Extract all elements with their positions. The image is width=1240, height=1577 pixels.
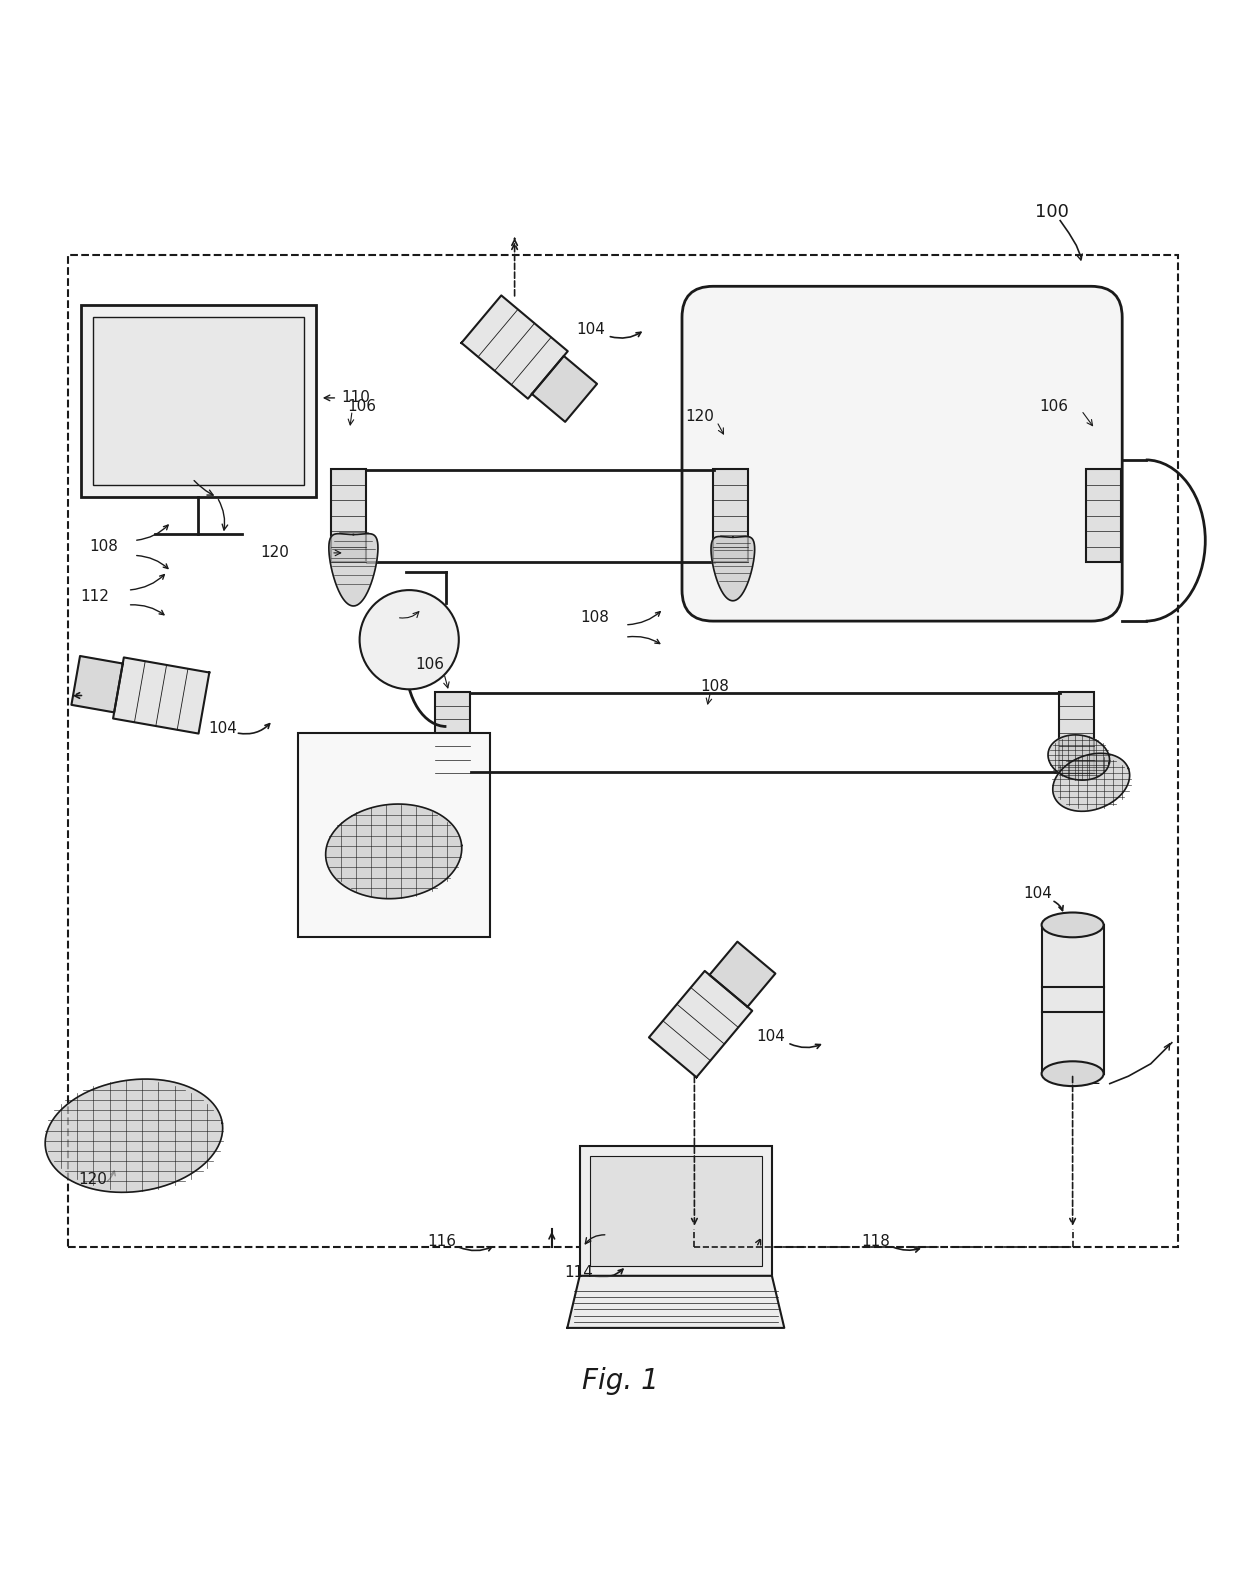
Text: 104: 104: [577, 322, 605, 337]
FancyArrowPatch shape: [108, 1170, 115, 1181]
Text: 106: 106: [415, 658, 444, 672]
FancyArrowPatch shape: [1054, 902, 1063, 910]
Bar: [713, 470, 748, 561]
Ellipse shape: [1042, 1061, 1104, 1087]
Polygon shape: [1053, 754, 1130, 811]
Text: 102: 102: [1073, 1072, 1101, 1088]
Polygon shape: [45, 1079, 223, 1192]
FancyArrowPatch shape: [595, 1269, 622, 1277]
Bar: [590, 1156, 761, 1266]
Text: 108: 108: [701, 680, 729, 694]
Text: 106: 106: [347, 399, 376, 415]
Bar: [68, 255, 1178, 1247]
Text: 110: 110: [341, 391, 370, 405]
Bar: [331, 470, 366, 561]
FancyArrowPatch shape: [459, 1247, 492, 1251]
FancyArrowPatch shape: [627, 612, 660, 624]
FancyBboxPatch shape: [682, 287, 1122, 621]
FancyArrowPatch shape: [136, 525, 169, 541]
Text: 120: 120: [78, 1172, 107, 1186]
Text: 100: 100: [1035, 203, 1069, 221]
Bar: [1042, 924, 1104, 1074]
Bar: [1086, 470, 1121, 561]
FancyArrowPatch shape: [627, 637, 660, 643]
Polygon shape: [649, 971, 753, 1077]
Text: 112: 112: [81, 588, 109, 604]
Text: 120: 120: [686, 408, 714, 424]
Polygon shape: [329, 533, 378, 606]
Bar: [93, 317, 304, 484]
FancyArrowPatch shape: [893, 1247, 919, 1252]
Polygon shape: [461, 295, 568, 399]
FancyArrowPatch shape: [610, 333, 641, 337]
Text: 120: 120: [260, 546, 289, 560]
Polygon shape: [1048, 735, 1110, 781]
Polygon shape: [709, 941, 775, 1006]
Circle shape: [360, 590, 459, 689]
FancyArrowPatch shape: [136, 555, 167, 569]
FancyArrowPatch shape: [130, 574, 165, 590]
Bar: [298, 733, 490, 937]
Polygon shape: [326, 804, 461, 899]
Text: 118: 118: [862, 1233, 890, 1249]
Text: 114: 114: [564, 1265, 593, 1279]
Bar: [1059, 692, 1094, 773]
Text: Fig. 1: Fig. 1: [582, 1367, 658, 1396]
Text: 106: 106: [1039, 399, 1068, 415]
Text: 104: 104: [208, 722, 237, 736]
Text: 108: 108: [580, 610, 609, 624]
Text: 116: 116: [428, 1233, 456, 1249]
Text: 108: 108: [89, 539, 118, 554]
Bar: [81, 304, 316, 497]
Polygon shape: [72, 656, 123, 713]
Bar: [435, 692, 470, 773]
Polygon shape: [532, 356, 596, 423]
FancyArrowPatch shape: [130, 606, 164, 615]
Text: 104: 104: [1023, 886, 1052, 902]
Polygon shape: [568, 1276, 785, 1328]
Ellipse shape: [1042, 913, 1104, 937]
Bar: [580, 1145, 771, 1276]
FancyArrowPatch shape: [238, 724, 269, 733]
FancyArrowPatch shape: [790, 1044, 821, 1049]
Polygon shape: [113, 658, 210, 733]
Polygon shape: [711, 536, 755, 601]
Text: 104: 104: [756, 1030, 785, 1044]
